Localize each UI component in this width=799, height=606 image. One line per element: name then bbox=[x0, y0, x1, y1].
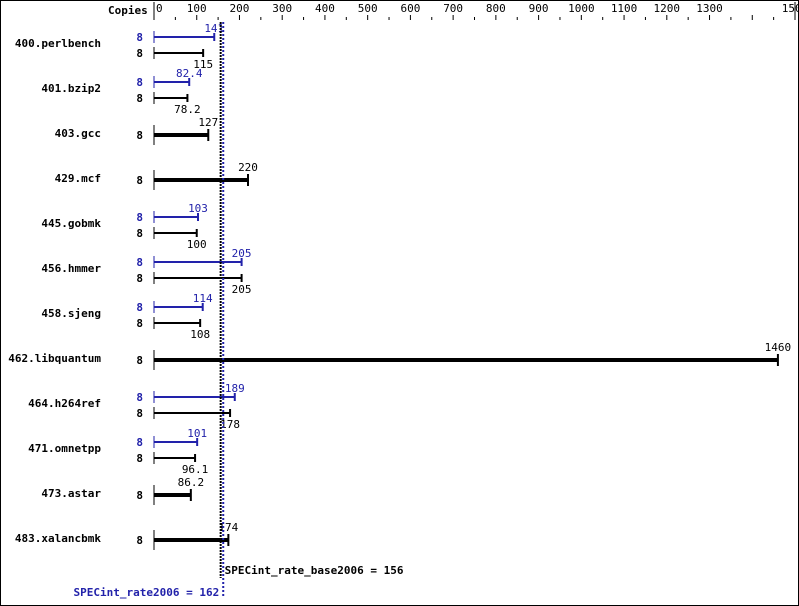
peak-copies-label: 8 bbox=[136, 301, 143, 314]
peak-value-label: 82.4 bbox=[176, 67, 203, 80]
base-value-label: 108 bbox=[190, 328, 210, 341]
x-tick-label: 700 bbox=[443, 2, 463, 15]
x-tick-label: 500 bbox=[358, 2, 378, 15]
peak-value-label: 103 bbox=[188, 202, 208, 215]
base-value-label: 220 bbox=[238, 161, 258, 174]
base-value-label: 100 bbox=[187, 238, 207, 251]
base-value-label: 78.2 bbox=[174, 103, 201, 116]
x-axis-label: Copies bbox=[108, 4, 148, 17]
benchmark-label: 445.gobmk bbox=[41, 217, 101, 230]
base-copies-label: 8 bbox=[136, 317, 143, 330]
benchmark-label: 464.h264ref bbox=[28, 397, 101, 410]
x-tick-label: 200 bbox=[230, 2, 250, 15]
base-value-label: 178 bbox=[220, 418, 240, 431]
base-copies-label: 8 bbox=[136, 407, 143, 420]
peak-value-label: 101 bbox=[187, 427, 207, 440]
base-copies-label: 8 bbox=[136, 354, 143, 367]
x-tick-label: 600 bbox=[400, 2, 420, 15]
base-copies-label: 8 bbox=[136, 227, 143, 240]
benchmark-label: 400.perlbench bbox=[15, 37, 101, 50]
base-copies-label: 8 bbox=[136, 452, 143, 465]
x-tick-label: 1100 bbox=[611, 2, 638, 15]
benchmark-label: 401.bzip2 bbox=[41, 82, 101, 95]
base-value-label: 115 bbox=[193, 58, 213, 71]
base-copies-label: 8 bbox=[136, 534, 143, 547]
base-value-label: 127 bbox=[198, 116, 218, 129]
benchmark-label: 403.gcc bbox=[55, 127, 101, 140]
peak-copies-label: 8 bbox=[136, 211, 143, 224]
peak-copies-label: 8 bbox=[136, 391, 143, 404]
base-value-label: 96.1 bbox=[182, 463, 209, 476]
x-tick-label: 900 bbox=[529, 2, 549, 15]
peak-copies-label: 8 bbox=[136, 436, 143, 449]
x-tick-label: 400 bbox=[315, 2, 335, 15]
peak-value-label: 189 bbox=[225, 382, 245, 395]
benchmark-label: 456.hmmer bbox=[41, 262, 101, 275]
peak-value-label: 205 bbox=[232, 247, 252, 260]
peak-value-label: 114 bbox=[193, 292, 213, 305]
x-tick-label: 1200 bbox=[654, 2, 681, 15]
x-tick-label: 100 bbox=[187, 2, 207, 15]
benchmark-label: 429.mcf bbox=[55, 172, 101, 185]
benchmark-label: 458.sjeng bbox=[41, 307, 101, 320]
base-copies-label: 8 bbox=[136, 489, 143, 502]
x-tick-label: 1300 bbox=[696, 2, 723, 15]
base-value-label: 86.2 bbox=[178, 476, 205, 489]
base-copies-label: 8 bbox=[136, 129, 143, 142]
base-value-label: 1460 bbox=[765, 341, 792, 354]
base-copies-label: 8 bbox=[136, 47, 143, 60]
peak-copies-label: 8 bbox=[136, 76, 143, 89]
peak-copies-label: 8 bbox=[136, 256, 143, 269]
benchmark-label: 471.omnetpp bbox=[28, 442, 101, 455]
peak-copies-label: 8 bbox=[136, 31, 143, 44]
benchmark-label: 483.xalancbmk bbox=[15, 532, 101, 545]
benchmark-label: 473.astar bbox=[41, 487, 101, 500]
x-tick-label: 300 bbox=[272, 2, 292, 15]
x-tick-label: 1500 bbox=[782, 2, 799, 15]
x-tick-label: 1000 bbox=[568, 2, 595, 15]
peak-reference-label: SPECint_rate2006 = 162 bbox=[74, 586, 220, 599]
base-reference-label: SPECint_rate_base2006 = 156 bbox=[225, 564, 404, 577]
benchmark-label: 462.libquantum bbox=[8, 352, 101, 365]
base-copies-label: 8 bbox=[136, 272, 143, 285]
x-tick-label: 0 bbox=[156, 2, 163, 15]
x-tick-label: 800 bbox=[486, 2, 506, 15]
base-copies-label: 8 bbox=[136, 92, 143, 105]
base-copies-label: 8 bbox=[136, 174, 143, 187]
base-value-label: 205 bbox=[232, 283, 252, 296]
peak-value-label: 141 bbox=[204, 22, 224, 35]
